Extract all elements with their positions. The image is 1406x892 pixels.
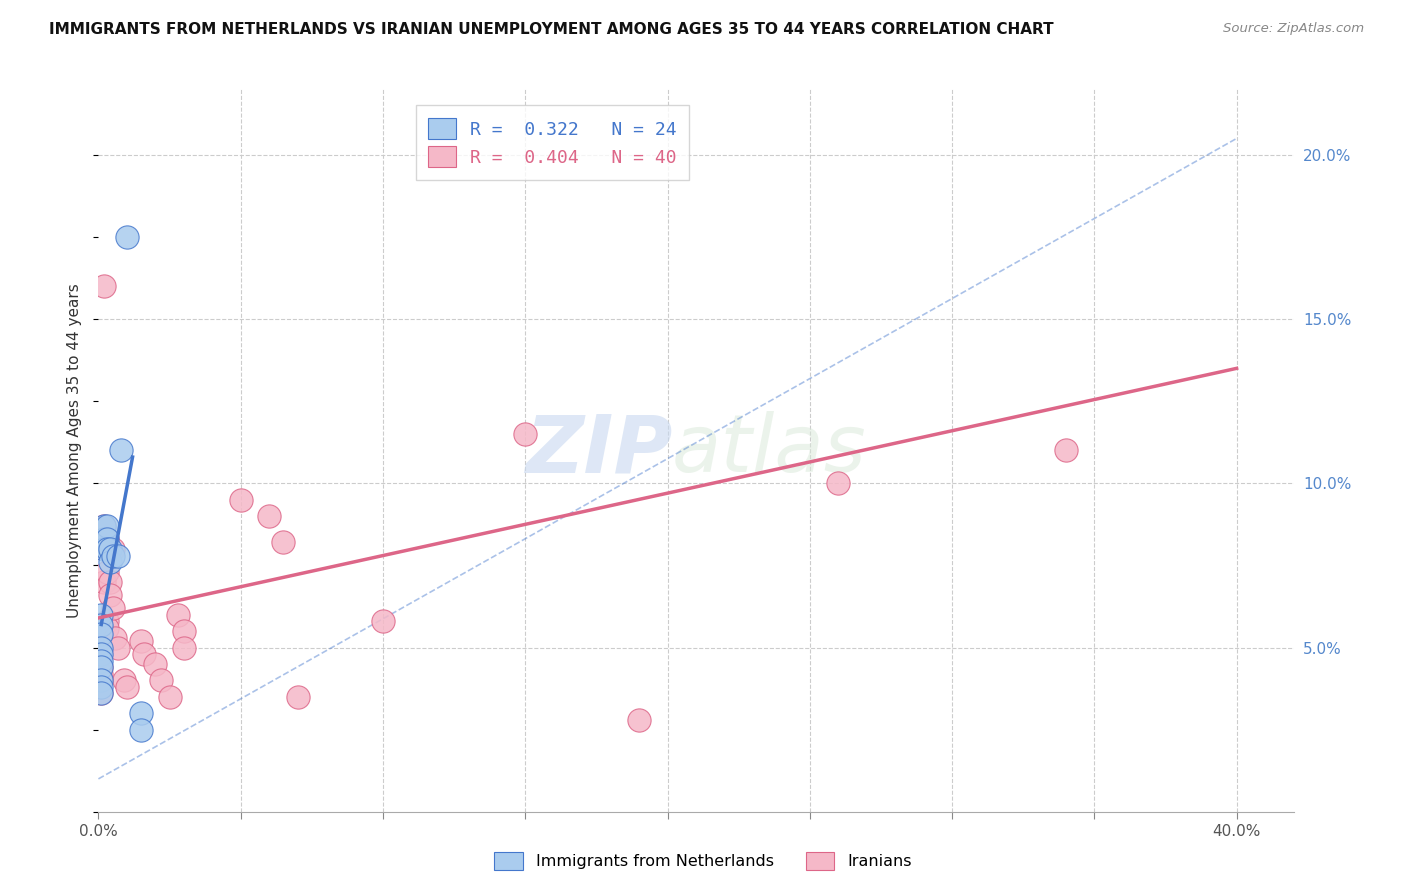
Point bbox=[96, 614, 118, 628]
Point bbox=[173, 640, 195, 655]
Point bbox=[98, 574, 121, 589]
Point bbox=[93, 279, 115, 293]
Point bbox=[273, 535, 295, 549]
Point bbox=[143, 657, 166, 671]
Point bbox=[257, 509, 280, 524]
Point bbox=[132, 647, 155, 661]
Point bbox=[93, 541, 115, 556]
Y-axis label: Unemployment Among Ages 35 to 44 years: Unemployment Among Ages 35 to 44 years bbox=[67, 283, 83, 618]
Point bbox=[90, 640, 112, 655]
Point bbox=[90, 627, 112, 641]
Point bbox=[371, 614, 394, 628]
Point bbox=[96, 519, 118, 533]
Point bbox=[90, 647, 112, 661]
Point bbox=[96, 621, 118, 635]
Point bbox=[93, 574, 115, 589]
Point bbox=[1054, 443, 1077, 458]
Point bbox=[96, 565, 118, 579]
Legend: R =  0.322   N = 24, R =  0.404   N = 40: R = 0.322 N = 24, R = 0.404 N = 40 bbox=[416, 105, 689, 179]
Point bbox=[90, 617, 112, 632]
Point bbox=[287, 690, 309, 704]
Point bbox=[90, 666, 112, 681]
Text: ZIP: ZIP bbox=[524, 411, 672, 490]
Point bbox=[90, 660, 112, 674]
Point bbox=[112, 673, 135, 688]
Text: Source: ZipAtlas.com: Source: ZipAtlas.com bbox=[1223, 22, 1364, 36]
Point bbox=[107, 640, 129, 655]
Point bbox=[628, 713, 651, 727]
Point bbox=[96, 541, 118, 556]
Point bbox=[90, 673, 112, 688]
Point bbox=[129, 706, 152, 721]
Point bbox=[104, 631, 127, 645]
Point bbox=[101, 601, 124, 615]
Point bbox=[98, 555, 121, 569]
Point bbox=[115, 680, 138, 694]
Text: atlas: atlas bbox=[672, 411, 868, 490]
Point bbox=[98, 588, 121, 602]
Point bbox=[90, 686, 112, 700]
Point bbox=[173, 624, 195, 639]
Point bbox=[101, 549, 124, 563]
Point bbox=[90, 654, 112, 668]
Point bbox=[107, 549, 129, 563]
Point bbox=[96, 532, 118, 546]
Point bbox=[96, 532, 118, 546]
Point bbox=[515, 427, 537, 442]
Point bbox=[93, 519, 115, 533]
Point bbox=[90, 680, 112, 694]
Point bbox=[229, 492, 252, 507]
Point bbox=[159, 690, 181, 704]
Point bbox=[90, 607, 112, 622]
Point bbox=[90, 660, 112, 674]
Point bbox=[93, 541, 115, 556]
Point bbox=[98, 541, 121, 556]
Point bbox=[115, 230, 138, 244]
Point bbox=[129, 723, 152, 737]
Point bbox=[167, 607, 190, 622]
Point bbox=[129, 634, 152, 648]
Legend: Immigrants from Netherlands, Iranians: Immigrants from Netherlands, Iranians bbox=[485, 842, 921, 880]
Point bbox=[90, 673, 112, 688]
Point bbox=[101, 541, 124, 556]
Text: IMMIGRANTS FROM NETHERLANDS VS IRANIAN UNEMPLOYMENT AMONG AGES 35 TO 44 YEARS CO: IMMIGRANTS FROM NETHERLANDS VS IRANIAN U… bbox=[49, 22, 1054, 37]
Point bbox=[110, 443, 132, 458]
Point bbox=[827, 476, 849, 491]
Point bbox=[150, 673, 173, 688]
Point bbox=[90, 686, 112, 700]
Point bbox=[90, 640, 112, 655]
Point bbox=[93, 532, 115, 546]
Point bbox=[93, 519, 115, 533]
Point bbox=[93, 532, 115, 546]
Point bbox=[90, 647, 112, 661]
